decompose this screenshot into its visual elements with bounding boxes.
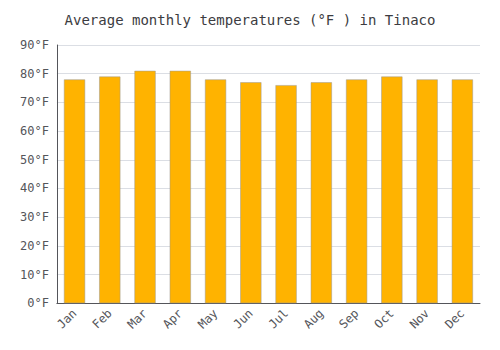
svg-text:Aug: Aug [301,306,326,331]
svg-text:90°F: 90°F [20,38,49,52]
svg-text:Jan: Jan [54,306,79,331]
svg-text:60°F: 60°F [20,124,49,138]
svg-text:Dec: Dec [442,306,467,331]
svg-text:Apr: Apr [160,306,185,331]
svg-text:Mar: Mar [125,306,150,331]
svg-text:80°F: 80°F [20,67,49,81]
svg-text:May: May [195,306,220,331]
svg-text:Jun: Jun [231,306,256,331]
svg-text:Average monthly temperatures (: Average monthly temperatures (°F ) in Ti… [65,12,436,28]
svg-text:10°F: 10°F [20,268,49,282]
svg-text:20°F: 20°F [20,239,49,253]
svg-text:Oct: Oct [372,306,397,331]
svg-text:Nov: Nov [407,306,432,331]
svg-text:40°F: 40°F [20,181,49,195]
svg-text:50°F: 50°F [20,153,49,167]
svg-text:Sep: Sep [336,306,361,331]
svg-text:0°F: 0°F [27,296,49,310]
svg-text:30°F: 30°F [20,210,49,224]
svg-text:Jul: Jul [266,306,291,331]
svg-text:70°F: 70°F [20,95,49,109]
svg-text:Feb: Feb [90,306,115,331]
